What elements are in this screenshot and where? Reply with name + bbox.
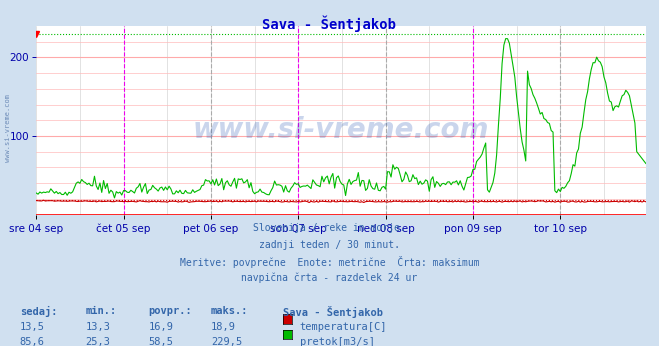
Text: Slovenija / reke in morje.: Slovenija / reke in morje. (253, 223, 406, 233)
Text: www.si-vreme.com: www.si-vreme.com (193, 116, 489, 144)
Text: sedaj:: sedaj: (20, 306, 57, 317)
Text: pretok[m3/s]: pretok[m3/s] (300, 337, 375, 346)
Text: 13,5: 13,5 (20, 322, 45, 332)
Text: zadnji teden / 30 minut.: zadnji teden / 30 minut. (259, 240, 400, 250)
Text: 16,9: 16,9 (148, 322, 173, 332)
Text: www.si-vreme.com: www.si-vreme.com (5, 94, 11, 162)
Text: navpična črta - razdelek 24 ur: navpična črta - razdelek 24 ur (241, 273, 418, 283)
Text: temperatura[C]: temperatura[C] (300, 322, 387, 332)
Text: Sava - Šentjakob: Sava - Šentjakob (283, 306, 384, 318)
Text: povpr.:: povpr.: (148, 306, 192, 316)
Text: 229,5: 229,5 (211, 337, 242, 346)
Text: 25,3: 25,3 (86, 337, 111, 346)
Text: min.:: min.: (86, 306, 117, 316)
Text: Sava - Šentjakob: Sava - Šentjakob (262, 16, 397, 32)
Text: Meritve: povprečne  Enote: metrične  Črta: maksimum: Meritve: povprečne Enote: metrične Črta:… (180, 256, 479, 268)
Text: 58,5: 58,5 (148, 337, 173, 346)
Text: maks.:: maks.: (211, 306, 248, 316)
Text: 85,6: 85,6 (20, 337, 45, 346)
Text: 18,9: 18,9 (211, 322, 236, 332)
Text: 13,3: 13,3 (86, 322, 111, 332)
